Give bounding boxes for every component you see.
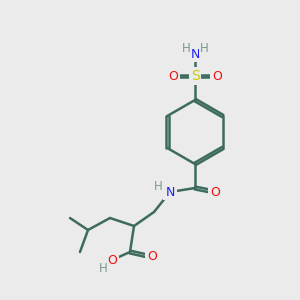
Text: H: H <box>182 43 190 56</box>
Text: H: H <box>154 179 162 193</box>
Text: O: O <box>210 185 220 199</box>
Text: O: O <box>168 70 178 83</box>
Text: H: H <box>200 43 208 56</box>
Text: O: O <box>147 250 157 263</box>
Text: H: H <box>99 262 107 275</box>
Text: O: O <box>212 70 222 83</box>
Text: N: N <box>165 185 175 199</box>
Text: O: O <box>107 254 117 266</box>
Text: N: N <box>190 47 200 61</box>
Text: S: S <box>190 69 200 83</box>
